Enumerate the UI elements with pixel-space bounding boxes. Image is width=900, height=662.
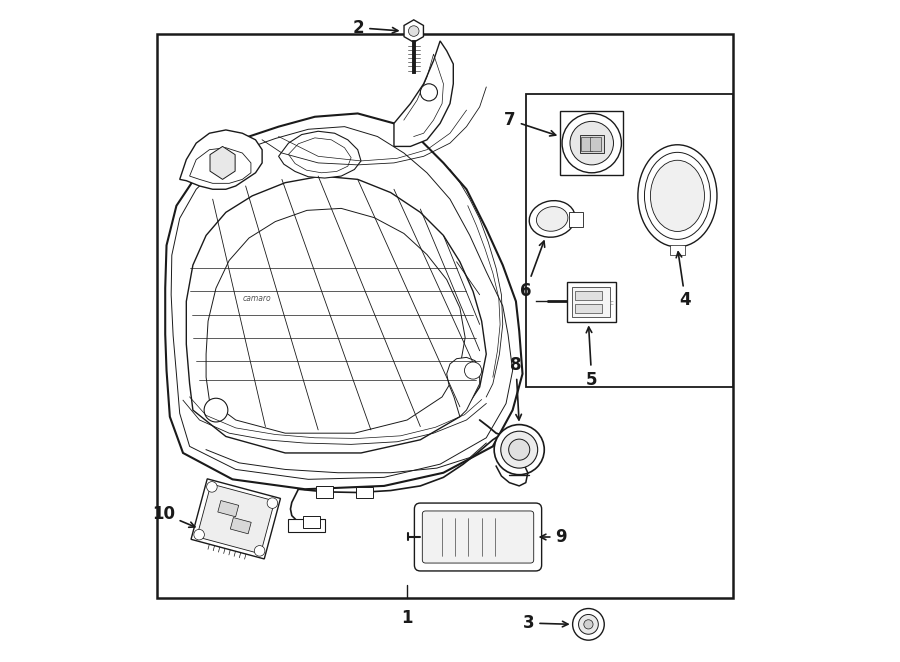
Circle shape xyxy=(409,26,419,36)
Text: 1: 1 xyxy=(401,609,413,627)
Polygon shape xyxy=(526,94,734,387)
Ellipse shape xyxy=(651,160,705,232)
Polygon shape xyxy=(157,34,734,598)
Bar xyxy=(581,136,591,151)
Ellipse shape xyxy=(644,152,710,240)
Polygon shape xyxy=(404,20,423,42)
Polygon shape xyxy=(218,500,238,517)
FancyBboxPatch shape xyxy=(422,511,534,563)
Circle shape xyxy=(570,121,614,165)
Bar xyxy=(575,291,601,300)
Polygon shape xyxy=(446,357,480,416)
Polygon shape xyxy=(289,519,325,532)
Text: camaro: camaro xyxy=(242,295,271,303)
Ellipse shape xyxy=(638,145,717,247)
Polygon shape xyxy=(197,484,274,554)
Polygon shape xyxy=(230,518,251,534)
Text: 9: 9 xyxy=(540,528,567,546)
Polygon shape xyxy=(191,479,281,559)
Text: c: c xyxy=(609,300,614,306)
Circle shape xyxy=(500,431,537,468)
Polygon shape xyxy=(279,131,361,178)
Circle shape xyxy=(194,530,204,540)
Bar xyxy=(670,246,685,254)
Circle shape xyxy=(420,84,437,101)
Text: 5: 5 xyxy=(586,327,598,389)
Polygon shape xyxy=(186,176,486,453)
FancyBboxPatch shape xyxy=(414,503,542,571)
Text: 4: 4 xyxy=(676,252,691,309)
Text: 3: 3 xyxy=(523,614,568,632)
Circle shape xyxy=(572,608,604,640)
Circle shape xyxy=(204,399,228,422)
Text: 10: 10 xyxy=(152,504,195,528)
Text: 7: 7 xyxy=(504,111,555,136)
Text: 2: 2 xyxy=(353,19,398,37)
Circle shape xyxy=(562,113,621,173)
Polygon shape xyxy=(210,146,235,179)
FancyBboxPatch shape xyxy=(567,281,616,322)
Circle shape xyxy=(267,498,278,508)
Ellipse shape xyxy=(536,207,568,231)
Circle shape xyxy=(508,439,530,460)
Bar xyxy=(356,487,373,498)
Polygon shape xyxy=(180,130,262,189)
Circle shape xyxy=(579,614,599,634)
Bar xyxy=(303,516,320,528)
Text: 6: 6 xyxy=(520,241,544,300)
Bar xyxy=(580,134,604,153)
Bar xyxy=(569,213,583,227)
Bar xyxy=(572,287,610,317)
Circle shape xyxy=(464,362,482,379)
Text: 8: 8 xyxy=(510,356,522,420)
Polygon shape xyxy=(394,41,454,146)
Circle shape xyxy=(494,424,544,475)
Bar xyxy=(590,136,601,151)
Circle shape xyxy=(584,620,593,629)
Polygon shape xyxy=(166,113,523,489)
Bar xyxy=(575,304,601,313)
Circle shape xyxy=(207,482,217,492)
Circle shape xyxy=(255,545,265,556)
Bar xyxy=(316,486,333,498)
Ellipse shape xyxy=(529,201,575,237)
